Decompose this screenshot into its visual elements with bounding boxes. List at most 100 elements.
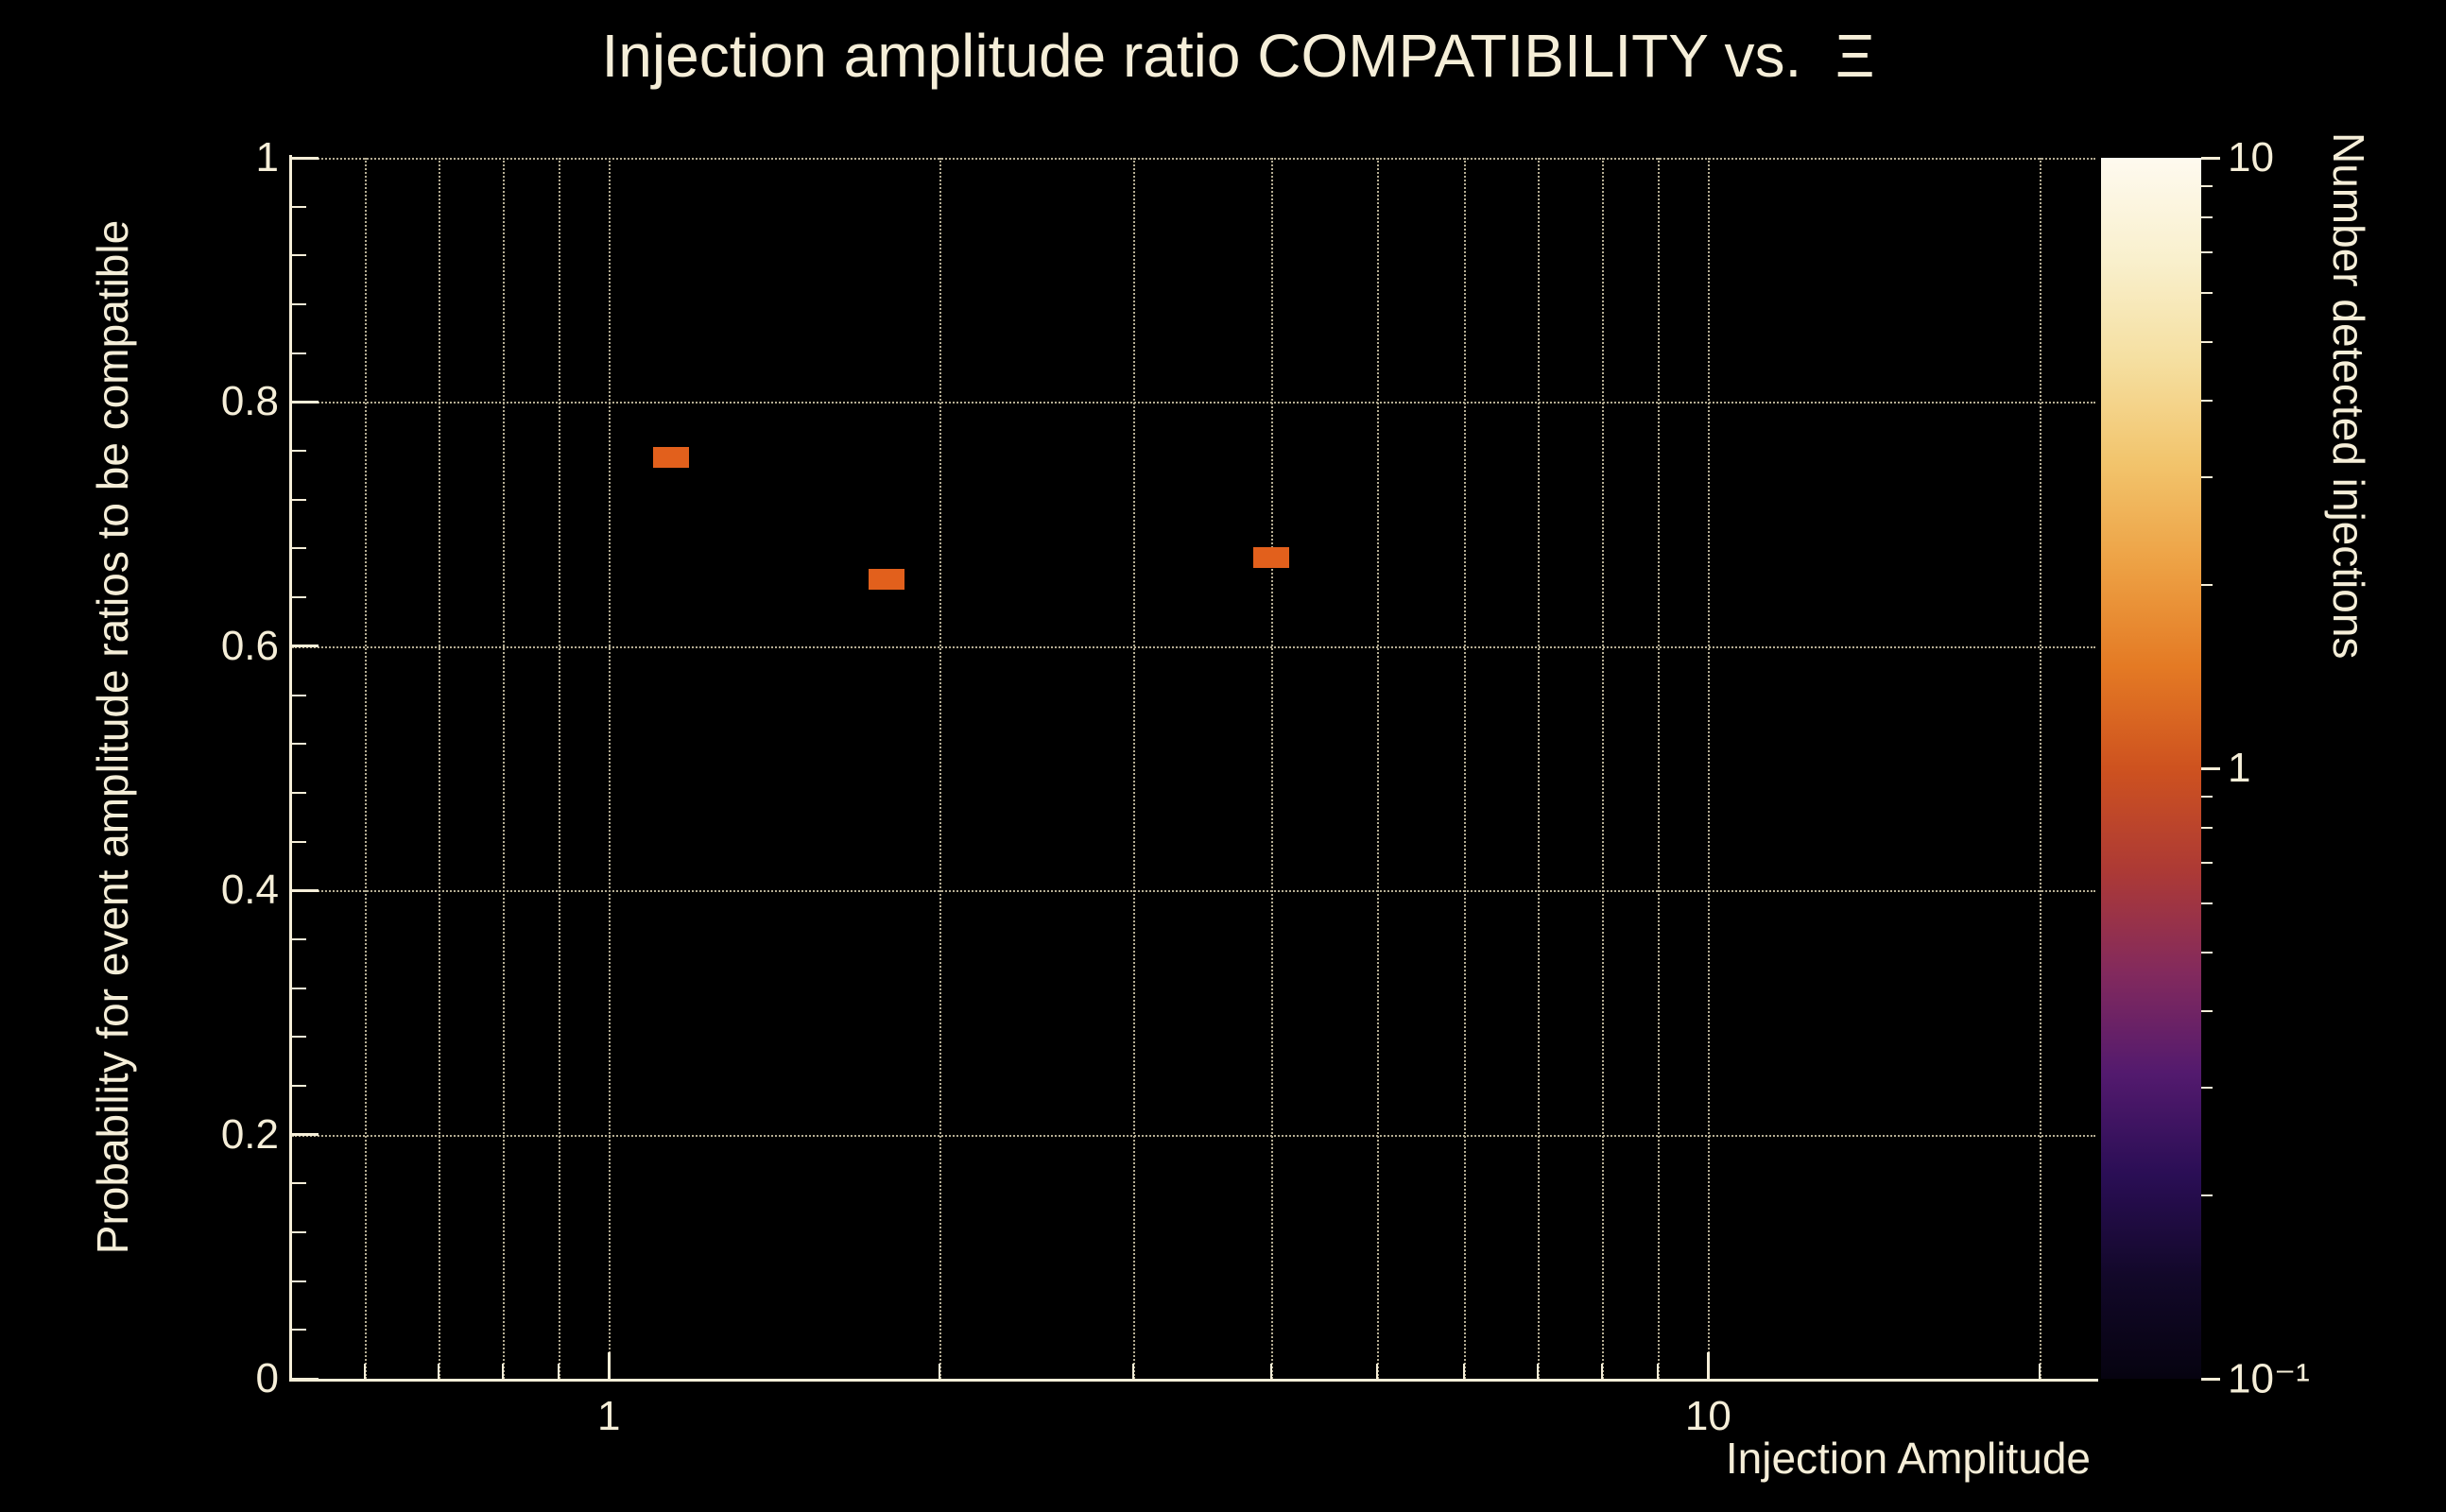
y-minor-tick (292, 303, 306, 305)
colorbar-major-tick (2201, 766, 2220, 770)
y-tick-label: 1 (255, 134, 279, 180)
colorbar-minor-tick (2201, 400, 2213, 403)
x-gridline (502, 158, 505, 1379)
y-minor-tick (292, 1329, 306, 1332)
y-tick-label: 0.2 (220, 1110, 279, 1158)
y-minor-tick (292, 791, 306, 794)
x-minor-tick (1132, 1364, 1135, 1379)
y-minor-tick (292, 498, 306, 501)
colorbar-title: Number detected injections (2324, 132, 2373, 660)
colorbar-minor-tick (2201, 951, 2213, 954)
y-minor-tick (292, 205, 306, 208)
y-tick-label: 0.6 (220, 622, 279, 669)
x-gridline (1708, 158, 1711, 1379)
x-gridline (559, 158, 560, 1379)
x-minor-tick (1463, 1364, 1466, 1379)
y-minor-tick (292, 1231, 306, 1233)
x-minor-tick (364, 1364, 367, 1379)
y-minor-tick (292, 1036, 306, 1039)
y-minor-tick (292, 1084, 306, 1087)
data-bin (869, 568, 905, 590)
x-minor-tick (2038, 1364, 2041, 1379)
x-minor-tick (1600, 1364, 1603, 1379)
x-minor-tick (438, 1364, 439, 1379)
y-major-tick (292, 644, 319, 648)
colorbar-minor-tick (2201, 862, 2213, 865)
x-tick-label: 1 (596, 1393, 621, 1439)
y-gridline (292, 645, 2095, 648)
colorbar-minor-tick (2201, 1010, 2213, 1013)
colorbar-tick-label: 1 (2228, 745, 2251, 791)
x-gridline (2039, 158, 2041, 1379)
colorbar-minor-tick (2201, 902, 2213, 905)
x-gridline (365, 158, 368, 1379)
y-minor-tick (292, 547, 306, 550)
y-minor-tick (292, 743, 306, 746)
x-gridline (1601, 158, 1604, 1379)
x-minor-tick (1537, 1364, 1540, 1379)
chart-title: Injection amplitude ratio COMPATIBILITY … (601, 22, 1875, 90)
y-minor-tick (292, 596, 306, 599)
colorbar-minor-tick (2201, 795, 2213, 798)
y-major-tick (292, 400, 319, 404)
y-minor-tick (292, 1280, 306, 1282)
colorbar-minor-tick (2201, 1086, 2213, 1089)
y-minor-tick (292, 450, 306, 453)
y-gridline (292, 158, 2095, 160)
y-minor-tick (292, 254, 306, 257)
y-gridline (292, 402, 2095, 404)
y-minor-tick (292, 352, 306, 354)
data-bin (653, 446, 690, 468)
colorbar-minor-tick (2201, 251, 2213, 254)
colorbar-minor-tick (2201, 826, 2213, 829)
y-minor-tick (292, 840, 306, 843)
y-gridline (292, 890, 2095, 893)
colorbar-minor-tick (2201, 184, 2213, 187)
y-gridline (292, 1134, 2095, 1137)
x-gridline (1658, 158, 1661, 1379)
colorbar-minor-tick (2201, 292, 2213, 295)
colorbar-minor-tick (2201, 215, 2213, 218)
y-minor-tick (292, 694, 306, 696)
y-minor-tick (292, 937, 306, 940)
y-minor-tick (292, 987, 306, 989)
x-gridline (939, 158, 942, 1379)
colorbar-major-tick (2201, 156, 2220, 160)
x-minor-tick (501, 1364, 504, 1379)
x-minor-tick (939, 1364, 941, 1379)
x-gridline (1377, 158, 1380, 1379)
y-major-tick (292, 156, 319, 160)
x-gridline (439, 158, 440, 1379)
x-minor-tick (558, 1364, 560, 1379)
y-tick-label: 0.8 (220, 378, 279, 425)
colorbar-minor-tick (2201, 340, 2213, 343)
y-minor-tick (292, 1182, 306, 1185)
x-gridline (1538, 158, 1541, 1379)
colorbar-minor-tick (2201, 583, 2213, 586)
x-gridline (609, 158, 612, 1379)
y-major-tick (292, 888, 319, 892)
data-bin (1252, 546, 1289, 568)
y-axis-line (289, 155, 292, 1382)
colorbar (2101, 158, 2201, 1379)
x-minor-tick (1657, 1364, 1660, 1379)
x-axis-line (289, 1379, 2098, 1382)
colorbar-minor-tick (2201, 475, 2213, 478)
colorbar-tick-label: 10 (2228, 134, 2274, 180)
x-major-tick (1706, 1352, 1710, 1379)
colorbar-major-tick (2201, 1377, 2220, 1381)
y-axis-title: Probability for event amplitude ratios t… (88, 219, 137, 1255)
plot-area (292, 156, 2095, 1381)
x-minor-tick (1376, 1364, 1379, 1379)
y-tick-label: 0.4 (220, 867, 279, 914)
y-major-tick (292, 1133, 319, 1137)
x-gridline (1133, 158, 1136, 1379)
x-axis-title: Injection Amplitude (1725, 1434, 2091, 1483)
y-tick-label: 0 (255, 1355, 279, 1401)
x-gridline (1270, 158, 1273, 1379)
colorbar-minor-tick (2201, 1194, 2213, 1196)
colorbar-tick-label: 10⁻¹ (2228, 1355, 2310, 1402)
x-major-tick (607, 1352, 611, 1379)
x-minor-tick (1269, 1364, 1272, 1379)
x-gridline (1464, 158, 1467, 1379)
